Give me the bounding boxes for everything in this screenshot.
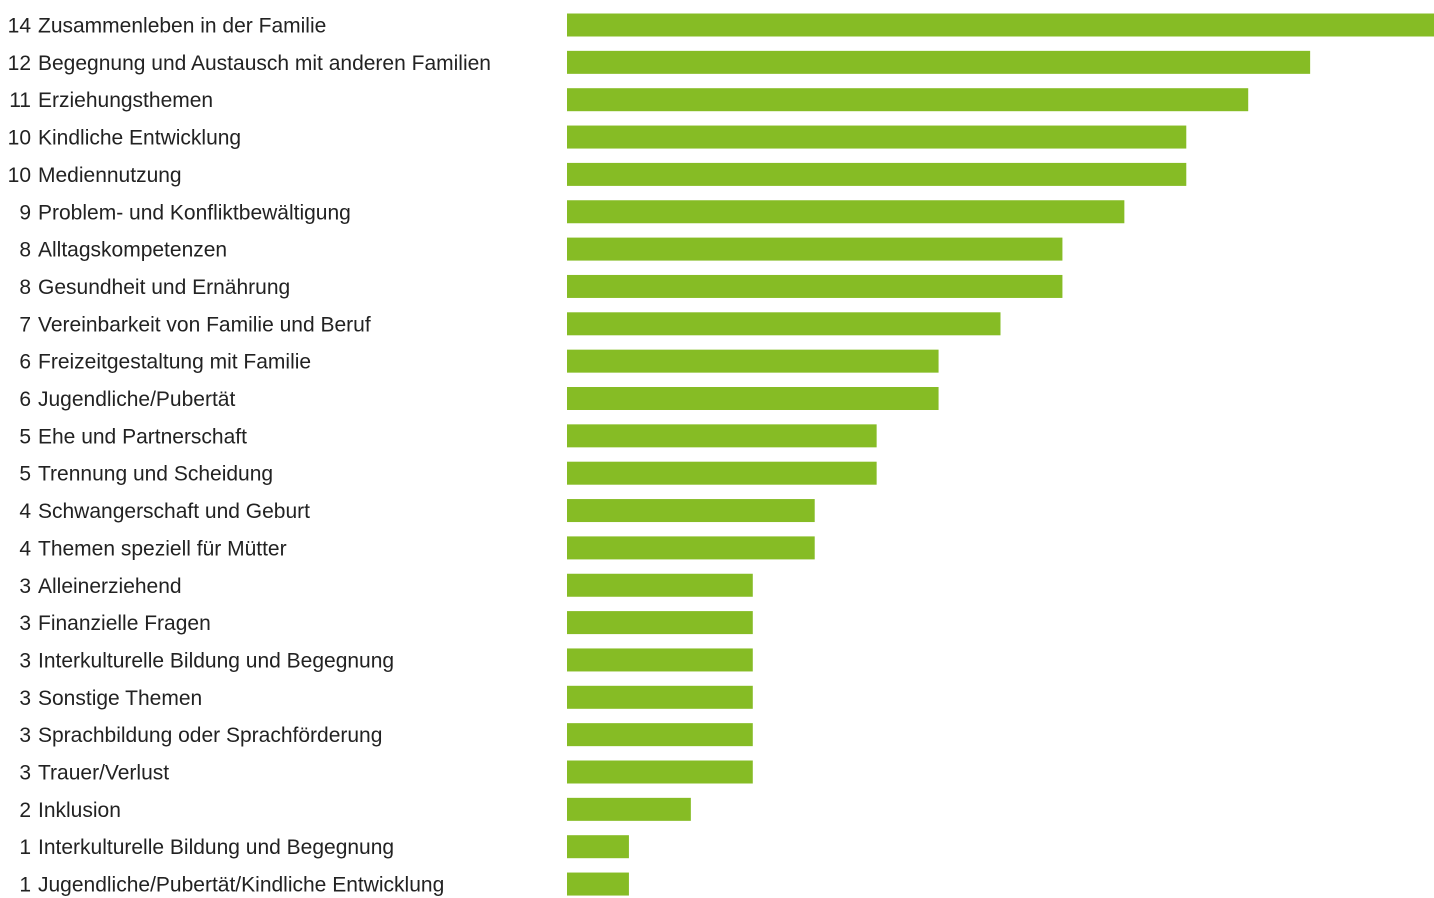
bar xyxy=(567,13,1434,37)
value-label: 4 xyxy=(19,537,31,560)
bar xyxy=(567,162,1187,186)
bar xyxy=(567,760,753,784)
value-label: 3 xyxy=(19,575,31,598)
value-label: 6 xyxy=(19,388,31,411)
category-label: Problem- und Konfliktbewältigung xyxy=(38,201,351,224)
category-label: Inklusion xyxy=(38,799,121,822)
bar xyxy=(567,50,1311,74)
bar xyxy=(567,797,691,821)
category-label: Vereinbarkeit von Familie und Beruf xyxy=(38,313,371,336)
bar xyxy=(567,685,753,709)
category-label: Trennung und Scheidung xyxy=(38,463,273,486)
value-label: 10 xyxy=(8,164,31,187)
category-label: Trauer/Verlust xyxy=(38,762,169,785)
bar xyxy=(567,536,815,560)
value-label: 3 xyxy=(19,687,31,710)
category-label: Themen speziell für Mütter xyxy=(38,537,287,560)
bar xyxy=(567,200,1125,224)
bar xyxy=(567,312,1001,336)
value-label: 2 xyxy=(19,799,31,822)
category-label: Interkulturelle Bildung und Begegnung xyxy=(38,649,394,672)
value-label: 3 xyxy=(19,724,31,747)
category-label: Alleinerziehend xyxy=(38,575,182,598)
category-label: Kindliche Entwicklung xyxy=(38,127,241,150)
bar xyxy=(567,461,877,485)
value-label: 3 xyxy=(19,612,31,635)
bar xyxy=(567,723,753,747)
bar xyxy=(567,573,753,597)
value-label: 7 xyxy=(19,313,31,336)
bar xyxy=(567,835,629,859)
bar xyxy=(567,872,629,896)
bar xyxy=(567,424,877,448)
value-label: 6 xyxy=(19,351,31,374)
category-label: Finanzielle Fragen xyxy=(38,612,211,635)
value-label: 4 xyxy=(19,500,31,523)
value-label: 11 xyxy=(9,89,31,112)
value-label: 8 xyxy=(19,239,31,262)
bar xyxy=(567,648,753,672)
category-label: Ehe und Partnerschaft xyxy=(38,425,247,448)
category-label: Freizeitgestaltung mit Familie xyxy=(38,351,311,374)
bar xyxy=(567,274,1063,298)
category-label: Alltagskompetenzen xyxy=(38,239,227,262)
value-label: 5 xyxy=(19,463,31,486)
bar xyxy=(567,88,1249,112)
bar xyxy=(567,349,939,373)
category-label: Jugendliche/Pubertät/Kindliche Entwicklu… xyxy=(38,874,444,897)
category-label: Interkulturelle Bildung und Begegnung xyxy=(38,836,394,859)
category-label: Begegnung und Austausch mit anderen Fami… xyxy=(38,52,491,75)
value-label: 8 xyxy=(19,276,31,299)
value-label: 10 xyxy=(8,127,31,150)
bar xyxy=(567,237,1063,261)
category-label: Sprachbildung oder Sprachförderung xyxy=(38,724,382,747)
value-label: 1 xyxy=(19,836,31,859)
value-label: 14 xyxy=(8,15,32,38)
value-label: 1 xyxy=(19,874,31,897)
value-label: 12 xyxy=(8,52,31,75)
value-label: 5 xyxy=(19,425,31,448)
value-label: 9 xyxy=(19,201,31,224)
bar xyxy=(567,387,939,410)
bar xyxy=(567,611,753,635)
category-label: Zusammenleben in der Familie xyxy=(38,15,326,38)
category-label: Sonstige Themen xyxy=(38,687,202,710)
category-label: Jugendliche/Pubertät xyxy=(38,388,235,411)
value-label: 3 xyxy=(19,762,31,785)
value-label: 3 xyxy=(19,649,31,672)
category-label: Erziehungsthemen xyxy=(38,89,213,112)
bar xyxy=(567,499,815,523)
bar xyxy=(567,125,1187,149)
category-label: Gesundheit und Ernährung xyxy=(38,276,290,299)
category-label: Mediennutzung xyxy=(38,164,182,187)
category-label: Schwangerschaft und Geburt xyxy=(38,500,310,523)
